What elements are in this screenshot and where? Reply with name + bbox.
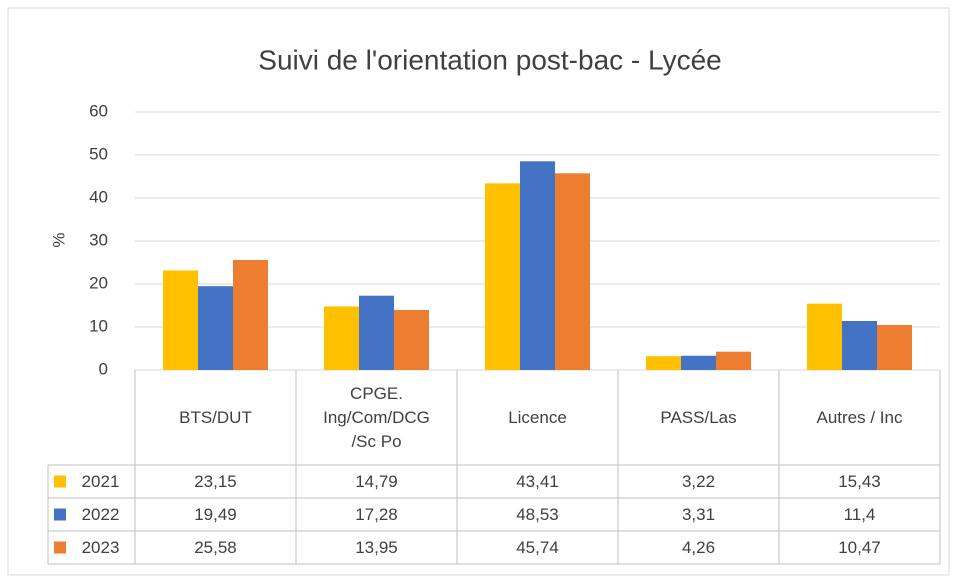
bar [324, 306, 359, 370]
category-label: Licence [508, 407, 567, 427]
y-axis-label: % [49, 232, 68, 247]
y-tick-label: 0 [99, 359, 108, 378]
table-value: 48,53 [516, 504, 559, 524]
table-value: 13,95 [355, 537, 398, 557]
y-tick-label: 40 [89, 187, 108, 206]
bar [807, 303, 842, 370]
category-label: CPGE. Ing/Com/DCG /Sc Po [323, 383, 430, 451]
legend-label: 2022 [81, 504, 120, 524]
table-value: 4,26 [681, 537, 716, 557]
table-value: 11,4 [843, 504, 876, 524]
legend-swatch [54, 475, 66, 488]
table-value: 43,41 [516, 471, 559, 491]
bar [646, 356, 681, 370]
table-value: 3,31 [681, 504, 716, 524]
table-value: 17,28 [355, 504, 398, 524]
legend-swatch [54, 541, 66, 554]
y-tick-label: 50 [89, 144, 108, 163]
table-value: 45,74 [516, 537, 559, 557]
table-value: 23,15 [194, 471, 237, 491]
bar [681, 355, 716, 370]
bar [842, 320, 877, 370]
table-value: 19,49 [194, 504, 237, 524]
legend-label: 2023 [81, 537, 120, 557]
legend-swatch [54, 508, 66, 521]
bar [233, 260, 268, 370]
table-value: 3,22 [681, 471, 716, 491]
chart-title: Suivi de l'orientation post-bac - Lycée [258, 44, 721, 75]
legend-label: 2021 [81, 471, 120, 491]
table-value: 10,47 [838, 537, 881, 557]
category-label: PASS/Las [660, 407, 737, 427]
bar [485, 183, 520, 370]
table-value: 14,79 [355, 471, 398, 491]
bar [555, 173, 590, 370]
bar [716, 351, 751, 370]
table-value: 15,43 [838, 471, 881, 491]
bar [877, 324, 912, 370]
category-label: BTS/DUT [179, 407, 252, 427]
bar [520, 161, 555, 370]
bar [163, 270, 198, 370]
y-tick-label: 10 [89, 316, 108, 335]
y-tick-label: 20 [89, 273, 108, 292]
y-tick-label: 30 [89, 230, 108, 249]
bar [198, 286, 233, 370]
category-label: Autres / Inc [816, 407, 903, 427]
y-tick-label: 60 [89, 101, 108, 120]
table-value: 25,58 [194, 537, 237, 557]
bar [394, 310, 429, 370]
bar [359, 295, 394, 370]
